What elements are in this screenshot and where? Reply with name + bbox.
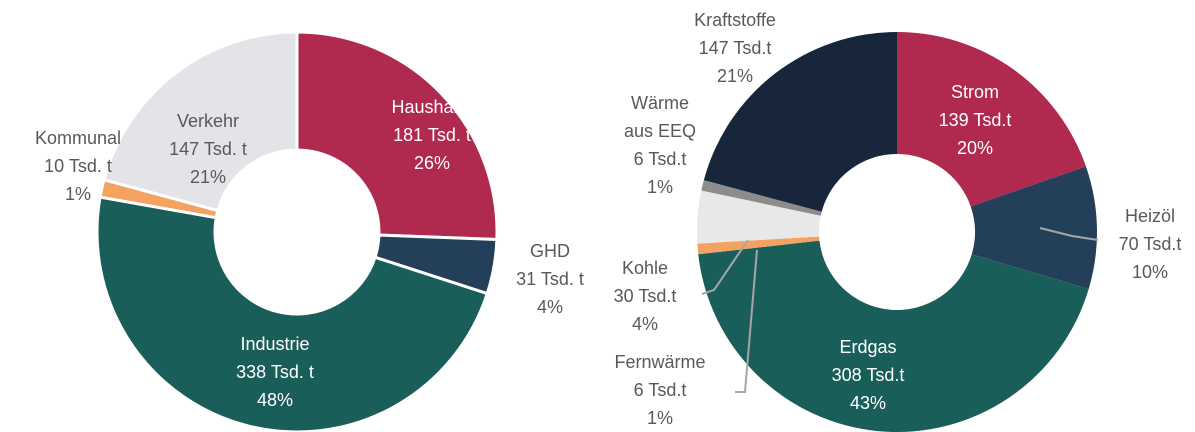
slice-label: Kraftstoffe 147 Tsd.t 21% (670, 6, 800, 90)
categories: GHD (530, 241, 570, 261)
categories: Strom (950, 82, 999, 102)
share-labels: 1% (64, 184, 91, 204)
value-labels: 147 Tsd. t (169, 139, 247, 159)
slice-label: Haushalte 181 Tsd. t 26% (362, 93, 502, 177)
share-labels: 1% (646, 177, 673, 197)
share-labels: 21% (716, 66, 754, 86)
slice (703, 32, 897, 212)
slice-label: Kohle 30 Tsd.t 4% (595, 254, 695, 338)
leader-lines (701, 227, 1099, 393)
slice (95, 195, 490, 432)
share-labels: 48% (256, 390, 294, 410)
categories: Haushalte (391, 97, 473, 117)
categories: Industrie (240, 334, 310, 354)
slice (102, 30, 299, 213)
slice-label: Erdgas 308 Tsd.t 43% (803, 333, 933, 417)
slice-label: GHD 31 Tsd. t 4% (495, 237, 605, 321)
slice-label: Kommunal 10 Tsd. t 1% (18, 124, 138, 208)
value-labels: 147 Tsd.t (698, 38, 772, 58)
value-labels: 308 Tsd.t (831, 365, 905, 385)
value-labels: 139 Tsd.t (938, 110, 1012, 130)
slices (95, 30, 1097, 432)
slice (697, 236, 820, 255)
value-labels: 6 Tsd.t (633, 380, 687, 400)
leader-line (735, 249, 758, 393)
slice-label: Fernwärme 6 Tsd.t 1% (600, 348, 720, 432)
slice (970, 166, 1097, 290)
share-labels: 43% (849, 393, 887, 413)
leader-line (1039, 227, 1099, 241)
categories: Kohle (621, 258, 669, 278)
slice (697, 190, 821, 244)
slice (897, 32, 1086, 207)
share-labels: 26% (413, 153, 451, 173)
leader-line (701, 239, 749, 295)
slice-label: Wärme aus EEQ 6 Tsd.t 1% (620, 89, 700, 201)
categories: Heizöl (1124, 206, 1176, 226)
value-labels: 6 Tsd.t (633, 149, 687, 169)
categories: Kommunal (34, 128, 122, 148)
categories: Erdgas (839, 337, 897, 357)
slice-label: Strom 139 Tsd.t 20% (910, 78, 1040, 162)
value-labels: 31 Tsd. t (516, 269, 584, 289)
value-labels: 181 Tsd. t (393, 125, 471, 145)
slice-label: Industrie 338 Tsd. t 48% (205, 330, 345, 414)
share-labels: 10% (1131, 262, 1169, 282)
share-labels: 20% (956, 138, 994, 158)
value-labels: 10 Tsd. t (44, 156, 112, 176)
slice (698, 240, 1089, 432)
categories: Verkehr (176, 111, 240, 131)
value-labels: 338 Tsd. t (236, 362, 314, 382)
categories: Wärme aus EEQ (623, 93, 697, 141)
share-labels: 21% (189, 167, 227, 187)
slice-label: Heizöl 70 Tsd.t 10% (1100, 202, 1195, 286)
share-labels: 4% (631, 314, 658, 334)
categories: Fernwärme (614, 352, 706, 372)
slice (295, 30, 499, 242)
share-labels: 1% (646, 408, 673, 428)
slice-label: Verkehr 147 Tsd. t 21% (143, 107, 273, 191)
value-labels: 70 Tsd.t (1118, 234, 1182, 254)
share-labels: 4% (536, 297, 563, 317)
slice (701, 180, 822, 216)
value-labels: 30 Tsd.t (613, 286, 677, 306)
categories: Kraftstoffe (694, 10, 776, 30)
